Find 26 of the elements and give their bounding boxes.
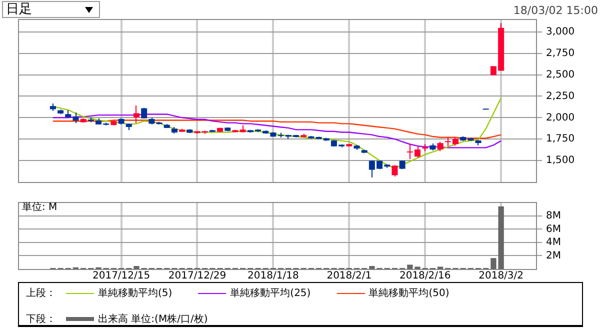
y-axis-title: 単位: M <box>22 201 58 214</box>
y-tick-label: 4M <box>546 237 561 248</box>
x-tick-label: 2018/2/16 <box>399 270 451 282</box>
x-tick-label: 2017/12/15 <box>92 270 150 282</box>
y-tick-label: 8M <box>546 210 561 222</box>
y-tick-label: 3,000 <box>546 26 575 38</box>
x-tick-label: 2017/12/29 <box>168 270 226 282</box>
y-tick-label: 6M <box>546 224 561 235</box>
legend-label: 単純移動平均(50) <box>368 287 450 300</box>
y-tick-label: 2,000 <box>546 112 575 124</box>
y-tick-label: 2,750 <box>546 48 575 59</box>
x-tick-label: 2018/3/2 <box>478 270 524 282</box>
legend-title: 上段： <box>26 286 56 300</box>
y-tick-label: 2,500 <box>546 69 575 80</box>
y-tick-label: 2,250 <box>546 90 575 102</box>
y-tick-label: 2M <box>546 250 561 262</box>
legend-title: 下段： <box>26 313 56 326</box>
text: 日足 <box>2 1 100 18</box>
x-tick-label: 2018/2/1 <box>326 270 372 282</box>
y-tick-label: 1,500 <box>546 155 575 166</box>
y-tick-label: 1,750 <box>546 134 575 145</box>
legend-label: 出来高 単位:(M株/口/枚) <box>98 312 208 326</box>
legend-label: 単純移動平均(25) <box>230 287 311 300</box>
text: 18/03/02 15:00 <box>513 4 598 17</box>
legend-label: 単純移動平均(5) <box>98 287 172 300</box>
x-tick-label: 2018/1/18 <box>248 270 299 282</box>
